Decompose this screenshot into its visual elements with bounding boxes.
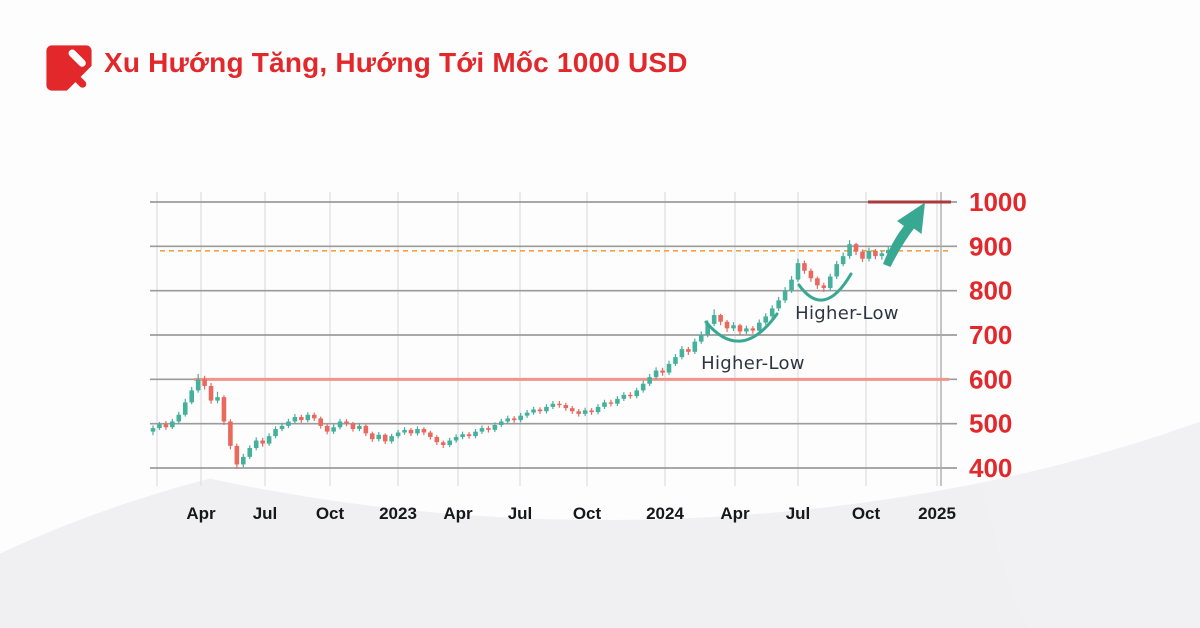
- y-tick-label: 600: [969, 364, 1012, 394]
- x-tick-label: Apr: [186, 504, 216, 523]
- y-tick-label: 900: [969, 231, 1012, 261]
- y-tick-label: 500: [969, 409, 1012, 439]
- x-tick-label: Jul: [253, 504, 278, 523]
- page-title: Xu Hướng Tăng, Hướng Tới Mốc 1000 USD: [104, 47, 688, 78]
- x-tick-label: Jul: [786, 504, 811, 523]
- x-tick-label: 2025: [918, 504, 956, 523]
- higher-low-arcs: [704, 272, 853, 343]
- x-tick-label: Oct: [852, 504, 881, 523]
- higher-low-label-1: Higher-Low: [701, 353, 805, 374]
- x-tick-label: Jul: [508, 504, 533, 523]
- background-swoosh: [0, 0, 1200, 520]
- candlesticks: [150, 240, 891, 469]
- y-axis-labels: 1000 900 800 700 600 500 400: [969, 187, 1027, 483]
- x-tick-label: 2024: [646, 504, 684, 523]
- y-tick-label: 700: [969, 320, 1012, 350]
- y-tick-label: 800: [969, 276, 1012, 306]
- y-tick-label: 400: [969, 453, 1012, 483]
- x-tick-label: Apr: [720, 504, 750, 523]
- x-axis-labels: Apr Jul Oct 2023 Apr Jul Oct 2024 Apr Jul Oct 2025: [186, 504, 956, 523]
- uptrend-arrow: [883, 202, 925, 267]
- higher-low-label-2: Higher-Low: [795, 303, 899, 324]
- x-tick-label: Apr: [443, 504, 473, 523]
- vertical-gridlines: [156, 192, 938, 486]
- x-tick-label: Oct: [573, 504, 602, 523]
- red-arrow-logo: [46, 45, 92, 91]
- x-tick-label: Oct: [316, 504, 345, 523]
- x-tick-label: 2023: [379, 504, 417, 523]
- y-tick-label: 1000: [969, 187, 1027, 217]
